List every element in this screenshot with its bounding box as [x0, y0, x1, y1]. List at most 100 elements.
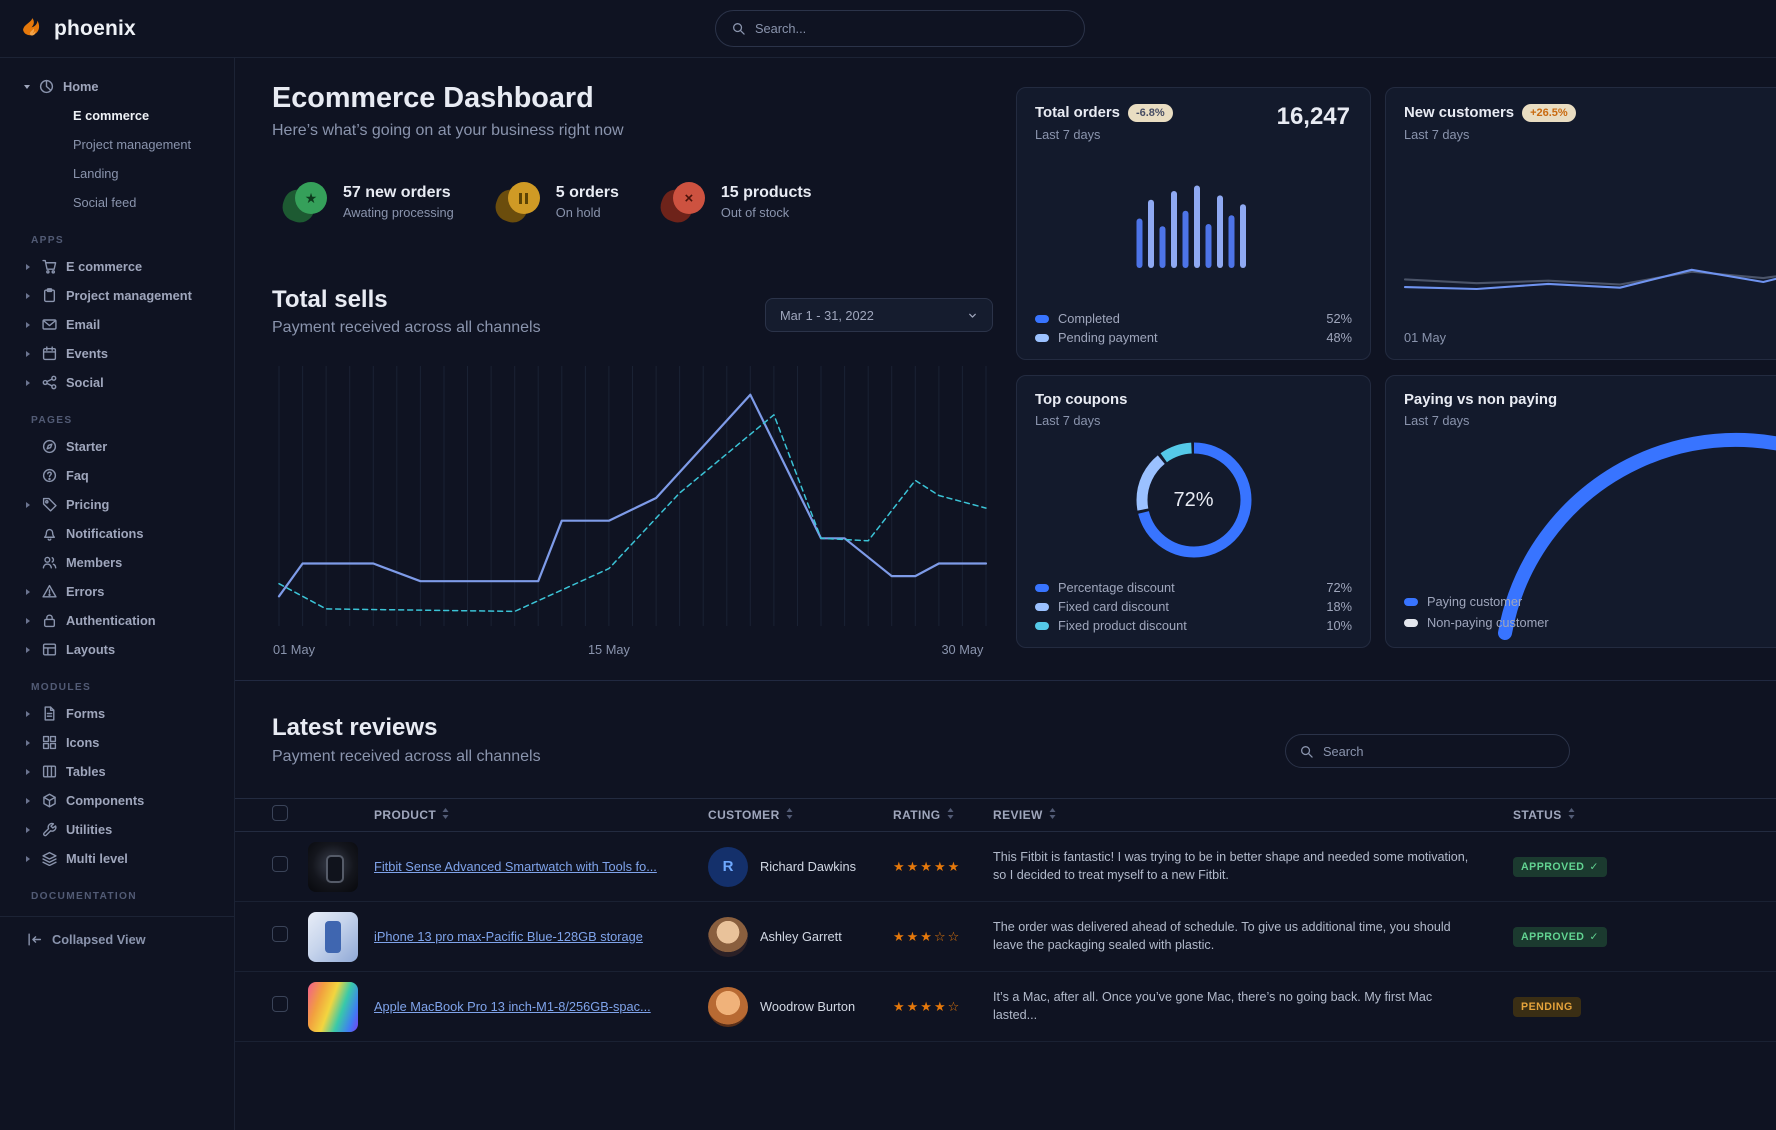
global-search-input[interactable]: Search...: [715, 10, 1085, 47]
legend-bullet: [1035, 314, 1049, 323]
sidebar-item-home[interactable]: Home: [0, 72, 234, 101]
table-icon: [41, 764, 57, 780]
latest-reviews-title: Latest reviews: [272, 714, 438, 741]
sidebar-subitem-landing[interactable]: Landing: [73, 166, 119, 181]
pause-icon: [491, 180, 542, 227]
sidebar-item-e-commerce[interactable]: E commerce: [0, 252, 234, 281]
compass-icon: [41, 439, 57, 455]
sidebar-nav: Home E commerce Project management Landing S…: [0, 72, 234, 902]
product-link[interactable]: Apple MacBook Pro 13 inch-M1-8/256GB-spa…: [374, 999, 651, 1014]
row-checkbox[interactable]: [272, 856, 288, 872]
legend-label: Fixed card discount: [1058, 599, 1169, 614]
check-icon: ✓: [1589, 930, 1599, 943]
legend-value: 48%: [1326, 330, 1352, 345]
caret-right-icon: [26, 855, 33, 862]
sidebar-item-label: E commerce: [66, 259, 143, 274]
sidebar-item-utilities[interactable]: Utilities: [0, 815, 234, 844]
tool-icon: [41, 822, 57, 838]
sidebar-item-multi-level[interactable]: Multi level: [0, 844, 234, 873]
sidebar-item-label: Home: [63, 79, 99, 94]
chevron-down-icon: [967, 310, 978, 321]
status-badge: APPROVED ✓: [1513, 926, 1607, 947]
customers-x-label: 01 May: [1404, 330, 1446, 345]
sidebar-item-label: Project management: [66, 288, 192, 303]
review-text: It’s a Mac, after all. Once you’ve gone …: [993, 990, 1433, 1022]
stat-out-of-stock: × 15 products Out of stock: [656, 180, 812, 227]
brand-logo[interactable]: phoenix: [18, 13, 136, 45]
collapsed-view-toggle[interactable]: Collapsed View: [0, 916, 234, 962]
sidebar-item-tables[interactable]: Tables: [0, 757, 234, 786]
product-link[interactable]: iPhone 13 pro max-Pacific Blue-128GB sto…: [374, 929, 643, 944]
date-range-select[interactable]: Mar 1 - 31, 2022: [765, 298, 993, 332]
orders-bar-chart: [1136, 176, 1251, 273]
status-cell: PENDING: [1513, 996, 1683, 1017]
status-cell: APPROVED ✓: [1513, 856, 1683, 877]
sidebar-item-starter[interactable]: Starter: [0, 432, 234, 461]
sidebar-item-members[interactable]: Members: [0, 548, 234, 577]
sidebar-subitem-e-commerce[interactable]: E commerce: [73, 108, 150, 123]
sidebar-item-label: Utilities: [66, 822, 113, 837]
product-thumbnail: [308, 981, 358, 1032]
customers-line-chart: [1400, 233, 1776, 316]
legend-label: Fixed product discount: [1058, 618, 1187, 633]
x-tick-label: 01 May: [273, 642, 315, 657]
sidebar-item-components[interactable]: Components: [0, 786, 234, 815]
sidebar-item-faq[interactable]: Faq: [0, 461, 234, 490]
sidebar-item-pricing[interactable]: Pricing: [0, 490, 234, 519]
column-header-product[interactable]: PRODUCT: [308, 808, 708, 822]
pie-chart-icon: [38, 79, 54, 95]
legend-item-fixed-card-discount: Fixed card discount 18%: [1035, 597, 1352, 616]
column-header-status[interactable]: STATUS: [1513, 808, 1683, 822]
top-navbar: phoenix Search...: [0, 0, 1776, 58]
stats-row: ★ 57 new orders Awating processing 5 orders…: [278, 180, 812, 227]
x-icon: ×: [656, 180, 707, 227]
reviews-table: PRODUCT CUSTOMER RATING REVIEW STATUS Fitbit…: [235, 798, 1776, 1042]
x-tick-label: 30 May: [941, 642, 984, 657]
sidebar-item-authentication[interactable]: Authentication: [0, 606, 234, 635]
stat-value: 5 orders: [555, 184, 619, 201]
product-link[interactable]: Fitbit Sense Advanced Smartwatch with To…: [374, 859, 657, 874]
legend-item-percentage-discount: Percentage discount 72%: [1035, 578, 1352, 597]
cart-icon: [41, 259, 57, 275]
sidebar-item-label: Multi level: [66, 851, 128, 866]
sidebar-item-social[interactable]: Social: [0, 368, 234, 397]
star-icon: ★: [278, 180, 329, 227]
status-badge: APPROVED ✓: [1513, 856, 1607, 877]
select-all-checkbox[interactable]: [272, 804, 288, 821]
date-range-value: Mar 1 - 31, 2022: [780, 307, 874, 323]
sidebar-item-forms[interactable]: Forms: [0, 699, 234, 728]
help-icon: [41, 468, 57, 484]
column-header-rating[interactable]: RATING: [893, 808, 993, 822]
sidebar-item-errors[interactable]: Errors: [0, 577, 234, 606]
sidebar-subitem-project-management[interactable]: Project management: [73, 137, 192, 152]
sidebar-item-label: Pricing: [66, 497, 110, 512]
total-orders-card: Total orders -6.8% Last 7 days 16,247 Co…: [1016, 87, 1371, 360]
phoenix-logo-icon: [18, 13, 45, 45]
rating-stars: ★★★☆☆: [893, 928, 962, 944]
caret-right-icon: [26, 379, 33, 386]
product-cell: Fitbit Sense Advanced Smartwatch with To…: [308, 841, 708, 892]
total-orders-badge: -6.8%: [1127, 104, 1173, 122]
sidebar-item-label: Authentication: [66, 613, 156, 628]
orders-bars-plot: [1136, 185, 1246, 268]
sidebar-item-layouts[interactable]: Layouts: [0, 635, 234, 664]
sidebar-item-email[interactable]: Email: [0, 310, 234, 339]
reviews-search-input[interactable]: Search: [1285, 734, 1570, 768]
legend-bullet: [1035, 602, 1049, 611]
legend-bullet: [1404, 618, 1418, 627]
kpi-cards: Total orders -6.8% Last 7 days 16,247 Co…: [1016, 87, 1776, 648]
paying-gauge-chart: [1406, 404, 1776, 650]
orders-legend: Completed 52% Pending payment 48%: [1035, 309, 1352, 347]
column-header-review[interactable]: REVIEW: [993, 808, 1513, 822]
sidebar: Home E commerce Project management Landing S…: [0, 58, 235, 1130]
sidebar-subitem-social-feed[interactable]: Social feed: [73, 195, 137, 210]
paying-gauge-plot: [1498, 432, 1776, 640]
sidebar-item-label: Members: [66, 555, 123, 570]
row-checkbox[interactable]: [272, 926, 288, 942]
sidebar-item-icons[interactable]: Icons: [0, 728, 234, 757]
sidebar-item-events[interactable]: Events: [0, 339, 234, 368]
sidebar-item-project-management[interactable]: Project management: [0, 281, 234, 310]
column-header-customer[interactable]: CUSTOMER: [708, 808, 893, 822]
row-checkbox[interactable]: [272, 996, 288, 1012]
sidebar-item-notifications[interactable]: Notifications: [0, 519, 234, 548]
